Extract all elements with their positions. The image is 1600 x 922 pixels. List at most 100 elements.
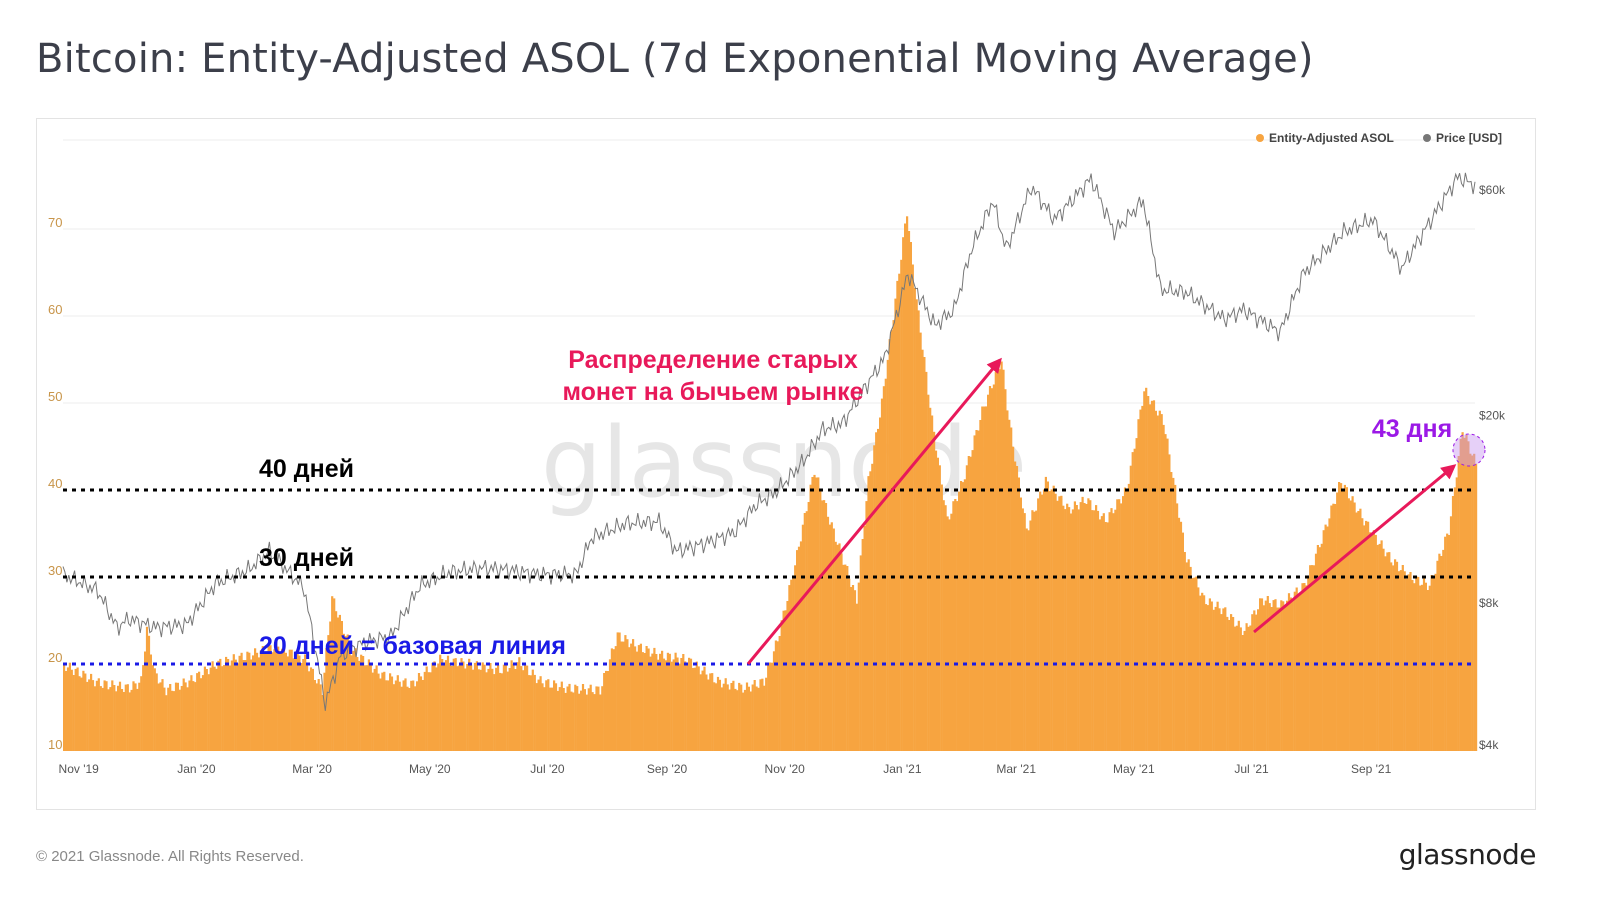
asol-bar [767,664,770,751]
asol-bar [1473,453,1476,751]
asol-bar [1199,595,1202,751]
asol-bar [857,582,860,751]
asol-bar [149,654,152,751]
asol-bar [1318,547,1321,751]
asol-bar [601,686,604,751]
asol-bar [462,661,465,751]
left-tick-label: 50 [48,389,62,404]
asol-bar [695,661,698,751]
asol-bar [581,684,585,751]
asol-bar [576,686,579,751]
asol-bar [1378,543,1381,751]
asol-bar [637,645,640,751]
asol-bar [1089,500,1092,751]
glassnode-logo: glassnode [1398,838,1537,871]
asol-bar [259,650,262,751]
asol-bar [498,672,502,751]
asol-bar [421,680,424,751]
asol-bar [1087,498,1090,751]
asol-bar [1050,489,1053,751]
asol-bar [811,477,814,751]
asol-bar [1052,485,1055,751]
asol-bar [232,654,235,751]
legend-asol[interactable]: Entity-Adjusted ASOL [1269,131,1394,145]
asol-bar [988,386,992,751]
asol-bar [774,640,777,751]
asol-bar [1044,476,1047,751]
asol-bar [184,682,187,751]
asol-bar [1426,590,1429,751]
asol-bar [497,665,500,751]
asol-bar [805,511,808,751]
asol-bar [630,643,633,751]
asol-bar [1073,501,1076,751]
asol-bar [1284,606,1287,751]
asol-bar [1143,391,1146,751]
legend-price[interactable]: Price [USD] [1436,131,1502,145]
asol-bar [834,541,837,751]
asol-bar [238,655,241,751]
asol-bar [524,664,527,751]
asol-bar [909,242,912,751]
asol-bar [1241,635,1244,751]
asol-bar [1401,565,1404,751]
asol-bar [701,670,704,751]
asol-bar [441,659,444,751]
asol-bar [506,671,509,751]
asol-bar [797,546,801,751]
asol-bar [730,683,733,751]
asol-bar [1355,512,1358,751]
asol-bar [527,675,531,751]
asol-bar [859,555,862,751]
asol-bar [115,691,118,751]
asol-bar [416,681,419,751]
asol-bar [1449,516,1453,751]
asol-bar [225,656,228,751]
asol-bar [101,687,104,751]
grid [63,139,1475,404]
asol-bar [475,661,478,751]
x-tick-label: Sep '20 [647,762,688,776]
asol-bar [564,692,567,751]
asol-bar [292,658,295,751]
asol-bar [1091,510,1094,751]
x-tick-label: Jul '21 [1234,762,1269,776]
asol-bar [680,658,683,751]
asol-bar [1162,424,1165,751]
asol-bar [1197,587,1200,751]
asol-bar [1079,502,1082,751]
asol-bar [398,681,401,751]
asol-bar [1457,456,1460,751]
asol-bar [541,683,544,751]
asol-bar [1230,614,1233,751]
asol-bar [547,679,550,751]
asol-bar [167,687,170,751]
asol-bar [892,320,895,751]
asol-bar [120,689,124,751]
asol-bar [1064,509,1067,751]
asol-bar [240,652,243,751]
asol-bar [803,513,806,751]
x-tick-label: Mar '21 [996,762,1036,776]
asol-bar [851,585,855,751]
asol-bar [221,666,224,751]
asol-bar [1137,419,1140,751]
asol-bar [1388,552,1391,751]
asol-bar [466,664,469,751]
asol-bar [271,652,274,751]
asol-bar [799,541,803,751]
asol-bar [882,386,885,751]
asol-bar [66,667,70,751]
asol-bar [574,684,577,751]
asol-bar [201,675,205,751]
asol-bar [1193,577,1196,751]
asol-bar [1226,616,1229,751]
asol-bar [1096,510,1100,751]
asol-bar [1166,438,1169,751]
asol-bar [1141,405,1144,751]
asol-bar [659,653,662,751]
asol-bar [950,513,953,751]
asol-bar [444,660,448,751]
asol-bar [713,682,716,751]
asol-bar [1264,600,1267,751]
